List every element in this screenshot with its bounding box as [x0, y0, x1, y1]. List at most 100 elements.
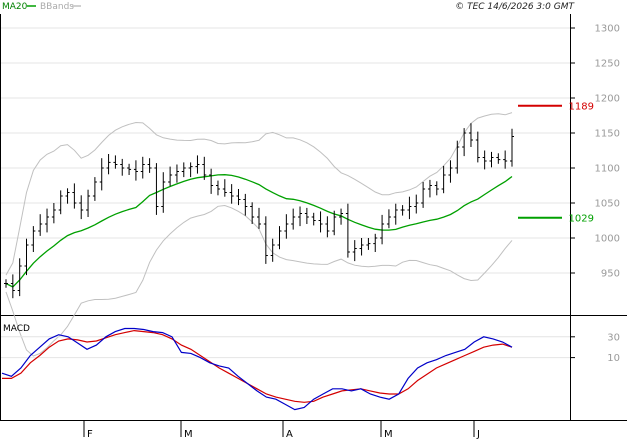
price-bar [17, 258, 22, 297]
macd-y-tick-label: 10 [607, 353, 620, 364]
price-bar [257, 207, 261, 229]
price-bar [209, 168, 214, 194]
price-bar [270, 238, 275, 262]
moving-average [5, 174, 513, 288]
price-bar [222, 179, 227, 197]
price-bar [339, 208, 344, 225]
price-bar [45, 208, 50, 233]
price-y-tick-label: 1100 [595, 164, 620, 175]
price-bar [195, 155, 200, 174]
price-bar [448, 160, 453, 183]
price-bar [291, 208, 296, 230]
price-bar [243, 193, 248, 216]
price-bar [325, 216, 330, 238]
price-bar [263, 216, 268, 264]
price-bar [352, 240, 357, 262]
signal-line [2, 329, 513, 403]
price-bar [65, 188, 70, 204]
price-bar [407, 196, 412, 220]
price-bar [120, 158, 125, 176]
price-y-tick-label: 1000 [595, 234, 620, 245]
price-bar [455, 140, 460, 174]
price-bar [373, 233, 378, 252]
price-bar [441, 165, 446, 194]
price-bar [298, 206, 303, 227]
price-bar [318, 211, 323, 233]
legend-ma: MA20 [2, 2, 28, 12]
price-bar [92, 177, 97, 201]
price-bar [304, 207, 309, 224]
price-bar [359, 238, 364, 256]
price-bar [393, 203, 398, 225]
price-bar [113, 155, 118, 169]
x-tick-label: M [384, 429, 393, 440]
price-bar [468, 123, 473, 147]
price-bar [229, 184, 234, 204]
price-bar [4, 279, 8, 288]
plot-frame [0, 14, 627, 421]
price-bar [51, 203, 56, 224]
price-bar [99, 158, 104, 191]
price-bar [161, 172, 166, 213]
price-bar [386, 209, 391, 229]
price-bar [147, 158, 152, 173]
ma20-line [5, 174, 513, 288]
price-bars [4, 123, 514, 299]
price-bar [236, 189, 241, 206]
price-bar [496, 153, 501, 164]
price-bar [250, 202, 255, 224]
price-bar [400, 205, 405, 216]
price-bar [202, 156, 207, 180]
upper-band [5, 112, 513, 276]
x-tick-label: M [184, 429, 193, 440]
price-bar [188, 162, 193, 178]
x-tick-label: F [87, 429, 93, 440]
price-bar [345, 203, 350, 258]
price-y-tick-label: 1200 [595, 94, 620, 105]
price-bar [127, 163, 132, 175]
price-bar [414, 194, 419, 214]
price-grid [1, 27, 570, 274]
macd-lines [1, 327, 513, 411]
price-bar [462, 128, 467, 157]
price-bar [510, 128, 514, 167]
price-bar [284, 214, 289, 239]
x-tick-label: A [286, 429, 293, 440]
price-bar [154, 163, 159, 215]
price-y-tick-label: 1150 [595, 129, 620, 140]
price-bar [79, 195, 84, 220]
price-bar [168, 166, 173, 187]
macd-grid [1, 336, 570, 359]
copyright: © TEC 14/6/2026 3:0 GMT [455, 2, 575, 12]
price-bar [380, 214, 385, 245]
macd-line [1, 327, 513, 411]
price-y-tick-label: 1250 [595, 59, 620, 70]
price-bar [174, 164, 179, 183]
macd-y-axis: 30 10 [570, 332, 620, 364]
price-bar [10, 274, 15, 299]
price-bar [86, 189, 91, 217]
price-y-axis: 1300 1250 1200 1150 1100 1050 1000 950 [570, 24, 620, 280]
price-y-tick-label: 1050 [595, 199, 620, 210]
legend-bands: BBands [40, 2, 74, 12]
level-label: 1029 [569, 214, 594, 225]
price-bar [311, 212, 316, 226]
price-bar [489, 151, 494, 168]
price-y-tick-label: 950 [601, 269, 620, 280]
price-bar [366, 238, 371, 250]
price-bar [106, 154, 111, 175]
price-bar [58, 190, 63, 215]
price-bar [434, 181, 439, 196]
price-bar [133, 160, 138, 181]
price-bar [332, 210, 337, 236]
price-bar [277, 226, 282, 250]
x-tick-label: J [476, 429, 480, 440]
price-y-tick-label: 1300 [595, 24, 620, 35]
price-levels: 1189 1029 [518, 102, 594, 225]
macd-y-tick-label: 30 [607, 332, 620, 343]
price-bar [482, 150, 487, 170]
price-bar [72, 183, 77, 209]
price-bar [181, 162, 186, 178]
